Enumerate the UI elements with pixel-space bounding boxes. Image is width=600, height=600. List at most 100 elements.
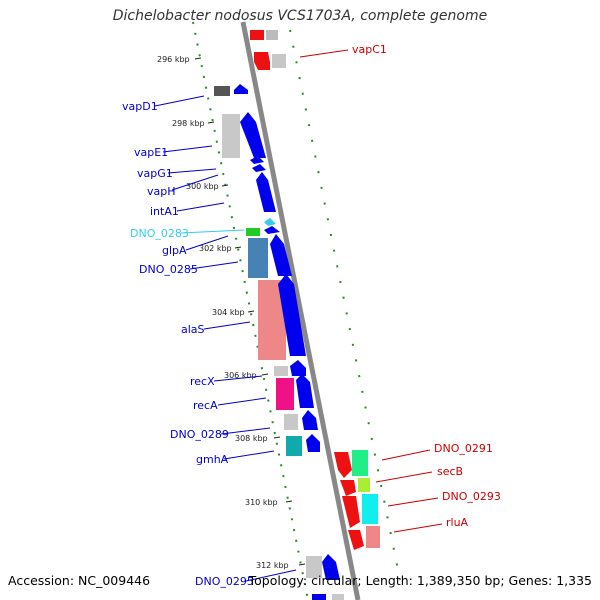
gene-label-glpA[interactable]: glpA	[162, 244, 187, 257]
tick-label: 308 kbp	[235, 434, 268, 443]
tick-mark	[273, 436, 281, 439]
gene-label-vapE1[interactable]: vapE1	[134, 146, 168, 159]
reverse-gene-arrow	[254, 52, 270, 70]
reverse-gene-arrow	[334, 452, 352, 478]
leader-line	[217, 397, 267, 406]
forward-gene-arrow	[264, 226, 280, 234]
forward-gene-arrow	[252, 164, 266, 172]
gene-block-gray	[306, 556, 322, 578]
gene-block-green	[246, 228, 260, 236]
leader-line	[375, 471, 433, 483]
gene-label-vapH[interactable]: vapH	[147, 185, 176, 198]
gene-label-DNO_0283[interactable]: DNO_0283	[130, 227, 189, 240]
gene-block-gray	[284, 414, 298, 430]
gene-block-salmon	[366, 526, 380, 548]
gene-block-magenta	[276, 378, 294, 410]
gene-label-rluA[interactable]: rluA	[446, 516, 469, 529]
leader-line	[299, 49, 349, 58]
leader-line	[220, 427, 271, 435]
tick-label: 298 kbp	[172, 119, 205, 128]
right-labels: vapC1 DNO_0291 secB DNO_0293 rluA	[299, 43, 501, 533]
forward-gene-arrow	[278, 274, 306, 356]
tick-label: 304 kbp	[212, 308, 245, 317]
reverse-gene-block	[250, 30, 264, 40]
forward-gene-arrow	[264, 218, 276, 226]
gene-label-DNO_0285[interactable]: DNO_0285	[139, 263, 198, 276]
leader-line	[171, 174, 219, 191]
forward-gene-arrow	[240, 112, 266, 158]
gene-block-dark	[214, 86, 230, 96]
left-labels: vapD1 vapE1 vapG1 vapH intA1 DNO_0283 gl…	[122, 95, 297, 588]
gene-label-vapD1[interactable]: vapD1	[122, 100, 158, 113]
leader-line	[213, 375, 263, 382]
tick-label: 306 kbp	[224, 371, 257, 380]
tick-label: 296 kbp	[157, 55, 190, 64]
gene-block-teal	[286, 436, 302, 456]
leader-line	[381, 449, 431, 461]
tick-mark	[298, 563, 306, 566]
accession-text: Accession: NC_009446	[8, 573, 151, 588]
leader-line	[176, 202, 225, 212]
gene-label-alaS[interactable]: alaS	[181, 323, 205, 336]
leader-line	[185, 235, 229, 251]
gene-label-intA1[interactable]: intA1	[150, 205, 179, 218]
gene-block-gray	[272, 54, 286, 68]
tick-mark	[207, 121, 215, 124]
tick-mark	[221, 184, 229, 187]
gene-block-gray	[332, 594, 344, 600]
gene-block-steelblue	[248, 238, 268, 278]
tick-mark	[247, 310, 255, 313]
leader-line	[154, 95, 205, 107]
forward-gene-arrow	[250, 156, 264, 164]
gene-label-DNO_0295[interactable]: DNO_0295	[195, 575, 254, 588]
forward-gene-arrow	[256, 172, 276, 212]
tick-mark	[285, 500, 293, 503]
gene-label-vapG1[interactable]: vapG1	[137, 167, 173, 180]
gene-block-yellowgreen	[358, 478, 370, 492]
gene-label-DNO_0291[interactable]: DNO_0291	[434, 442, 493, 455]
genome-summary-text: Topology: circular; Length: 1,389,350 bp…	[248, 573, 592, 588]
tick-group: 296 kbp 298 kbp 300 kbp 302 kbp 304 kbp …	[157, 55, 306, 570]
tick-mark	[194, 57, 202, 60]
forward-gene-arrow	[290, 360, 306, 376]
reverse-gene-arrow	[348, 530, 364, 550]
reverse-gene-arrow	[340, 480, 356, 496]
leader-line	[180, 229, 245, 234]
gene-block-gray	[266, 30, 278, 40]
gene-label-recX[interactable]: recX	[190, 375, 215, 388]
gene-label-secB[interactable]: secB	[437, 465, 463, 478]
gene-label-gmhA[interactable]: gmhA	[196, 453, 229, 466]
tick-mark	[261, 373, 269, 376]
tick-label: 310 kbp	[245, 498, 278, 507]
leader-line	[203, 321, 251, 330]
leader-line	[162, 145, 213, 153]
forward-gene-arrow	[302, 410, 318, 430]
gene-block-gray	[274, 366, 288, 376]
reverse-gene-arrow	[342, 496, 360, 528]
leader-line	[387, 497, 439, 507]
tick-mark	[234, 246, 242, 249]
forward-gene-arrow	[296, 374, 314, 408]
forward-gene-arrow	[322, 554, 340, 580]
leader-line	[393, 523, 443, 533]
map-title: Dichelobacter nodosus VCS1703A, complete…	[112, 8, 488, 24]
leader-line	[167, 168, 217, 174]
gene-block-cyan	[362, 494, 378, 524]
gene-label-vapC1[interactable]: vapC1	[352, 43, 387, 56]
leader-line	[223, 450, 275, 460]
gene-block-blue	[312, 594, 326, 600]
gene-label-DNO_0293[interactable]: DNO_0293	[442, 490, 501, 503]
forward-gene-arrow	[234, 84, 248, 94]
leader-line	[189, 261, 239, 270]
gene-block-gray	[222, 114, 240, 158]
forward-gene-arrow	[270, 234, 292, 276]
tick-label: 312 kbp	[256, 561, 289, 570]
tick-label: 300 kbp	[186, 182, 219, 191]
gene-block-springgreen	[352, 450, 368, 476]
backbone-line	[240, 21, 361, 600]
tick-label: 302 kbp	[199, 244, 232, 253]
forward-gene-arrow	[306, 434, 320, 452]
gene-label-DNO_0289[interactable]: DNO_0289	[170, 428, 229, 441]
gene-label-recA[interactable]: recA	[193, 399, 218, 412]
